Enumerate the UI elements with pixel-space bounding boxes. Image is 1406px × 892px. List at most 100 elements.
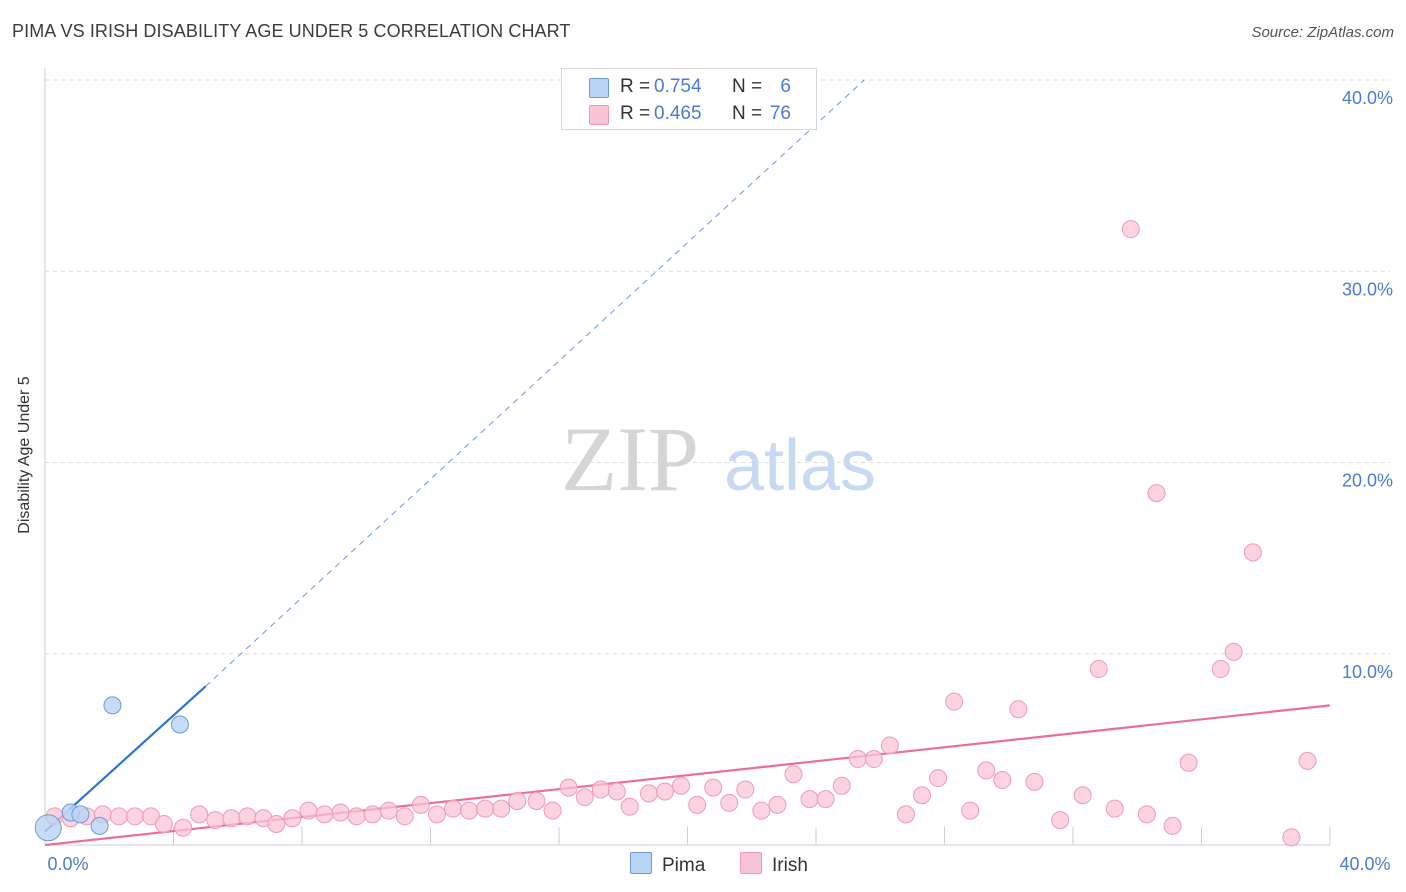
pima-point (103, 696, 122, 715)
pima-point (90, 816, 109, 835)
watermark-atlas: atlas (724, 426, 876, 506)
irish-point (768, 795, 787, 814)
irish-point (190, 805, 209, 824)
irish-point (154, 814, 173, 833)
irish-point (575, 788, 594, 807)
irish-point (913, 786, 932, 805)
pima-n-label: N = (732, 76, 763, 97)
irish-point (125, 807, 144, 826)
irish-point (1105, 799, 1124, 818)
irish-point (109, 807, 128, 826)
pima-n-value: 6 (780, 76, 791, 97)
pima-point (71, 805, 90, 824)
y-tick-label: 20.0% (1342, 471, 1393, 491)
legend-row-irish: R = 0.465 N = 76 (562, 101, 816, 127)
irish-n-value: 76 (769, 103, 791, 124)
irish-legend-swatch (740, 852, 762, 874)
irish-point (1179, 753, 1198, 772)
pima-legend-label: Pima (662, 855, 706, 876)
chart-title: PIMA VS IRISH DISABILITY AGE UNDER 5 COR… (12, 21, 571, 41)
axes (44, 68, 1331, 846)
irish-point (1163, 816, 1182, 835)
pima-swatch (589, 78, 609, 98)
irish-point (607, 782, 626, 801)
irish-point (896, 805, 915, 824)
irish-point (395, 807, 414, 826)
irish-point (379, 801, 398, 820)
irish-point (720, 793, 739, 812)
irish-point (315, 805, 334, 824)
irish-point (591, 780, 610, 799)
irish-point (993, 770, 1012, 789)
irish-point (1025, 772, 1044, 791)
irish-point (174, 818, 193, 837)
grid-lines (45, 79, 1390, 655)
irish-point (672, 776, 691, 795)
irish-point (427, 805, 446, 824)
irish-point (800, 790, 819, 809)
irish-point (492, 799, 511, 818)
irish-point (1089, 660, 1108, 679)
irish-r-value: 0.465 (654, 103, 702, 124)
irish-r-label: R = (620, 103, 651, 124)
source-label: Source: ZipAtlas.com (1251, 24, 1394, 41)
irish-point (1147, 484, 1166, 503)
pima-r-value: 0.754 (654, 76, 702, 97)
pima-r-label: R = (620, 76, 651, 97)
irish-point (347, 807, 366, 826)
irish-point (460, 801, 479, 820)
irish-point (508, 792, 527, 811)
irish-point (736, 780, 755, 799)
pima-legend-swatch (630, 852, 652, 874)
correlation-legend: R = 0.754 N = 6 R = 0.465 N = 76 (561, 68, 817, 130)
irish-point (559, 778, 578, 797)
irish-point (331, 803, 350, 822)
irish-point (1282, 828, 1301, 847)
x-tick-labels: 0.0% 40.0% (47, 854, 1390, 874)
pima-point (34, 814, 62, 842)
legend-row-pima: R = 0.754 N = 6 (562, 74, 816, 100)
irish-point (222, 809, 241, 828)
irish-point (206, 811, 225, 830)
irish-point (656, 782, 675, 801)
irish-point (945, 692, 964, 711)
watermark-zip: ZIP (561, 408, 699, 510)
irish-point (527, 792, 546, 811)
irish-point (283, 809, 302, 828)
irish-point (752, 801, 771, 820)
irish-point (816, 790, 835, 809)
irish-points (45, 220, 1317, 847)
x-tick-label: 0.0% (47, 854, 88, 874)
irish-point (238, 807, 257, 826)
irish-point (1243, 543, 1262, 562)
irish-point (1051, 811, 1070, 830)
y-tick-label: 40.0% (1342, 88, 1393, 108)
irish-point (411, 795, 430, 814)
irish-point (476, 799, 495, 818)
pima-points (34, 696, 189, 842)
irish-point (1211, 660, 1230, 679)
irish-point (704, 778, 723, 797)
irish-point (299, 801, 318, 820)
irish-point (543, 801, 562, 820)
irish-point (832, 776, 851, 795)
irish-point (848, 749, 867, 768)
irish-point (1121, 220, 1140, 239)
irish-point (864, 749, 883, 768)
y-tick-label: 10.0% (1342, 662, 1393, 682)
y-tick-labels: 10.0% 20.0% 30.0% 40.0% (1342, 88, 1393, 682)
irish-point (1137, 805, 1156, 824)
irish-legend-label: Irish (772, 855, 808, 876)
irish-point (267, 814, 286, 833)
irish-point (1224, 642, 1243, 661)
irish-n-label: N = (732, 103, 763, 124)
irish-point (929, 769, 948, 788)
irish-point (1009, 700, 1028, 719)
bottom-legend-pima: Pima (630, 852, 705, 877)
irish-point (880, 736, 899, 755)
irish-swatch (589, 105, 609, 125)
irish-point (363, 805, 382, 824)
irish-point (784, 765, 803, 784)
pima-trend-extension (205, 79, 865, 687)
